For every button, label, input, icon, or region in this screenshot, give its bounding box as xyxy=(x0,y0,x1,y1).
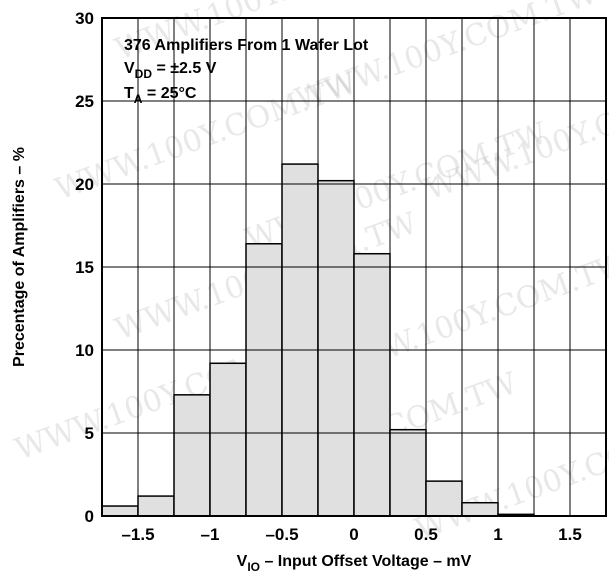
x-tick-label: 0 xyxy=(349,525,358,544)
chart-annotation: 376 Amplifiers From 1 Wafer Lot VDD = ±2… xyxy=(124,37,369,106)
y-tick-label: 15 xyxy=(75,258,94,277)
y-tick-label: 20 xyxy=(75,175,94,194)
grid-group xyxy=(102,18,606,516)
annotation-vdd-rest: = ±2.5 V xyxy=(152,60,217,77)
x-tick-labels: –1.5 –1 –0.5 0 0.5 1 1.5 xyxy=(121,525,581,544)
y-tick-label: 10 xyxy=(75,341,94,360)
x-tick-label: 0.5 xyxy=(414,525,438,544)
histogram-bar xyxy=(101,505,139,517)
annotation-vdd-main: V xyxy=(124,60,135,77)
plot-frame xyxy=(101,17,607,517)
y-tick-label: 30 xyxy=(75,9,94,28)
histogram-bar xyxy=(317,179,355,517)
histogram-bar xyxy=(281,163,319,517)
histogram-bar xyxy=(353,252,391,517)
y-tick-labels: 0 5 10 15 20 25 30 xyxy=(75,9,94,526)
annotation-line-2: VDD = ±2.5 V xyxy=(124,60,217,81)
annotation-vdd-sub: DD xyxy=(135,67,153,81)
histogram-bar xyxy=(209,362,247,517)
x-axis-label-rest: – Input Offset Voltage – mV xyxy=(260,553,472,570)
y-tick-label: 5 xyxy=(85,424,94,443)
annotation-ta-rest: = 25°C xyxy=(142,85,196,102)
annotation-ta-main: T xyxy=(124,85,134,102)
x-tick-label: 1 xyxy=(493,525,502,544)
annotation-line-1: 376 Amplifiers From 1 Wafer Lot xyxy=(124,37,369,54)
histogram-bar xyxy=(389,428,427,517)
annotation-line-3: TA = 25°C xyxy=(124,85,197,106)
histogram-bar xyxy=(137,495,175,517)
histogram-bar xyxy=(425,480,463,517)
x-axis-label: VIO – Input Offset Voltage – mV xyxy=(237,553,472,574)
x-tick-label: –0.5 xyxy=(265,525,298,544)
annotation-ta-sub: A xyxy=(134,92,143,106)
x-tick-label: 1.5 xyxy=(558,525,582,544)
histogram-bar xyxy=(173,394,211,517)
y-tick-label: 25 xyxy=(75,92,94,111)
y-tick-label: 0 xyxy=(85,507,94,526)
histogram-bar xyxy=(245,243,283,517)
x-tick-label: –1 xyxy=(201,525,220,544)
histogram-bar xyxy=(461,501,499,517)
x-tick-label: –1.5 xyxy=(121,525,154,544)
x-axis-label-sub: IO xyxy=(247,560,260,574)
x-axis-label-main: V xyxy=(237,553,248,570)
y-axis-label: Precentage of Amplifiers – % xyxy=(11,147,28,367)
